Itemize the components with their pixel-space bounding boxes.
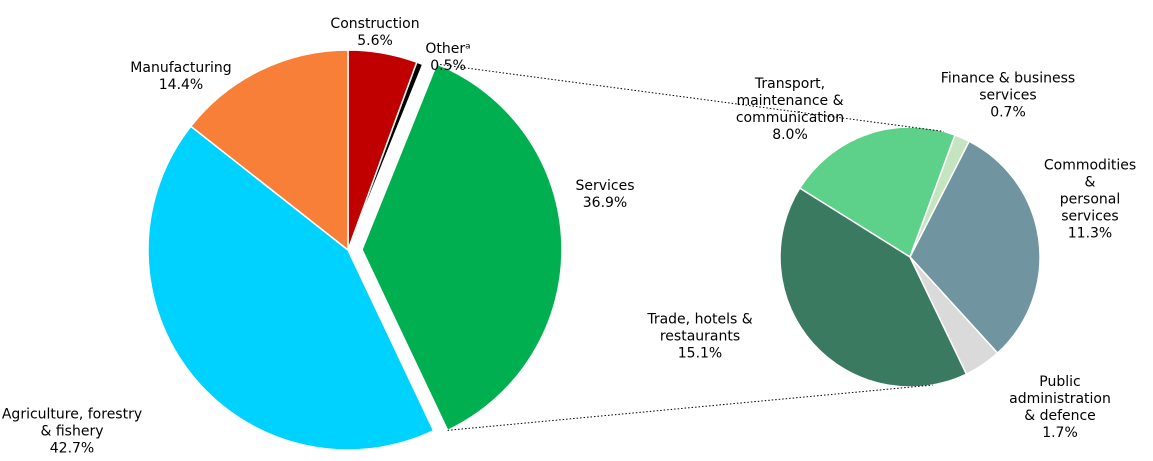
category-label: Otherᵃ — [425, 41, 471, 57]
category-label: Agriculture, forestry & fishery — [1, 406, 143, 440]
category-label: Public administration & defence — [1009, 374, 1111, 424]
value-label: 0.7% — [990, 104, 1026, 121]
slice-label: Trade, hotels & restaurants 15.1% — [647, 312, 752, 363]
category-label: Finance & business services — [940, 70, 1076, 104]
value-label: 0.5% — [430, 58, 466, 74]
slice-label: Agriculture, forestry & fishery 42.7% — [2, 407, 142, 458]
slice-label: Finance & business services 0.7% — [941, 71, 1075, 122]
connector-line — [447, 384, 933, 431]
value-label: 5.6% — [357, 33, 393, 49]
category-label: Manufacturing — [130, 60, 232, 76]
pie-slice — [798, 126, 956, 259]
pie-slice — [779, 187, 968, 388]
pie-slice — [347, 61, 424, 251]
category-label: Transport, maintenance & communication — [735, 76, 845, 126]
value-label: 8.0% — [772, 127, 808, 143]
pie-slice — [361, 63, 563, 432]
slice-label: Otherᵃ 0.5% — [425, 41, 470, 75]
slice-label: Construction 5.6% — [330, 16, 419, 50]
category-label: Trade, hotels & restaurants — [647, 311, 753, 345]
connector-line — [436, 63, 944, 132]
slice-label: Transport, maintenance & communication 8.… — [736, 76, 844, 144]
category-label: Services — [575, 178, 635, 194]
slice-label: Commodities & personal services 11.3% — [1044, 158, 1136, 243]
value-label: 11.3% — [1067, 225, 1113, 242]
slice-label: Services 36.9% — [575, 178, 634, 212]
value-label: 14.4% — [158, 77, 204, 93]
pie-slice — [909, 140, 1041, 355]
slice-label: Manufacturing 14.4% — [130, 60, 231, 94]
slice-label: Public administration & defence 1.7% — [1009, 374, 1111, 442]
value-label: 1.7% — [1042, 425, 1078, 441]
category-label: Construction — [330, 16, 420, 32]
category-label: Commodities & personal services — [1043, 157, 1137, 225]
pie-slice — [147, 125, 435, 451]
pie-slice — [189, 49, 349, 252]
value-label: 15.1% — [677, 345, 723, 362]
value-label: 42.7% — [49, 440, 95, 457]
value-label: 36.9% — [582, 195, 628, 211]
